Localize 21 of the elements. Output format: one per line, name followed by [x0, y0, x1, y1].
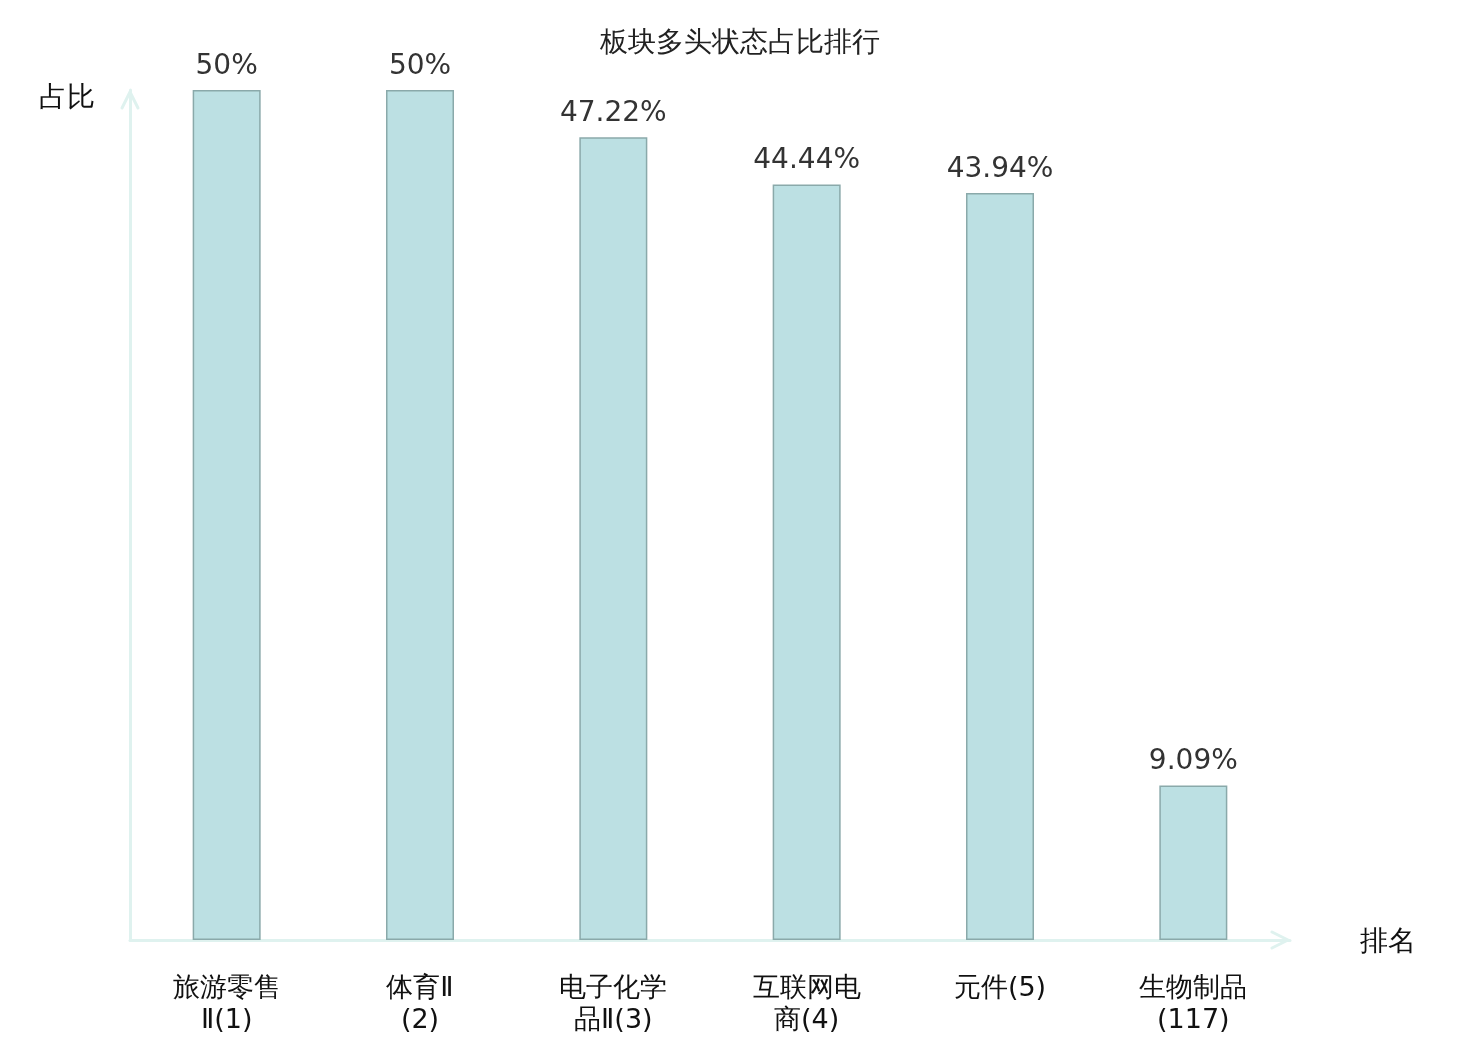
bar — [386, 90, 454, 940]
x-axis-title: 排名 — [1360, 923, 1416, 957]
bar — [192, 90, 261, 940]
y-axis-title: 占比 — [39, 79, 95, 113]
x-tick-label: 体育Ⅱ(2) — [386, 970, 454, 1034]
bar — [1159, 785, 1228, 940]
x-tick-label: 互联网电商(4) — [752, 970, 861, 1034]
data-label: 50% — [195, 47, 258, 81]
bar — [579, 137, 648, 940]
data-label: 44.44% — [753, 142, 861, 176]
data-label: 50% — [388, 47, 452, 81]
x-tick-label: 旅游零售Ⅱ(1) — [172, 970, 281, 1034]
bar — [966, 193, 1034, 940]
data-label: 9.09% — [1148, 742, 1238, 776]
chart-title: 板块多头状态占比排行 — [599, 24, 880, 58]
x-tick-label: 生物制品(117) — [1139, 970, 1248, 1034]
x-tick-label: 元件(5) — [953, 970, 1047, 1002]
data-label: 43.94% — [946, 150, 1054, 184]
bar — [772, 184, 841, 940]
data-label: 47.22% — [559, 94, 667, 128]
x-tick-label: 电子化学品Ⅱ(3) — [559, 970, 668, 1034]
